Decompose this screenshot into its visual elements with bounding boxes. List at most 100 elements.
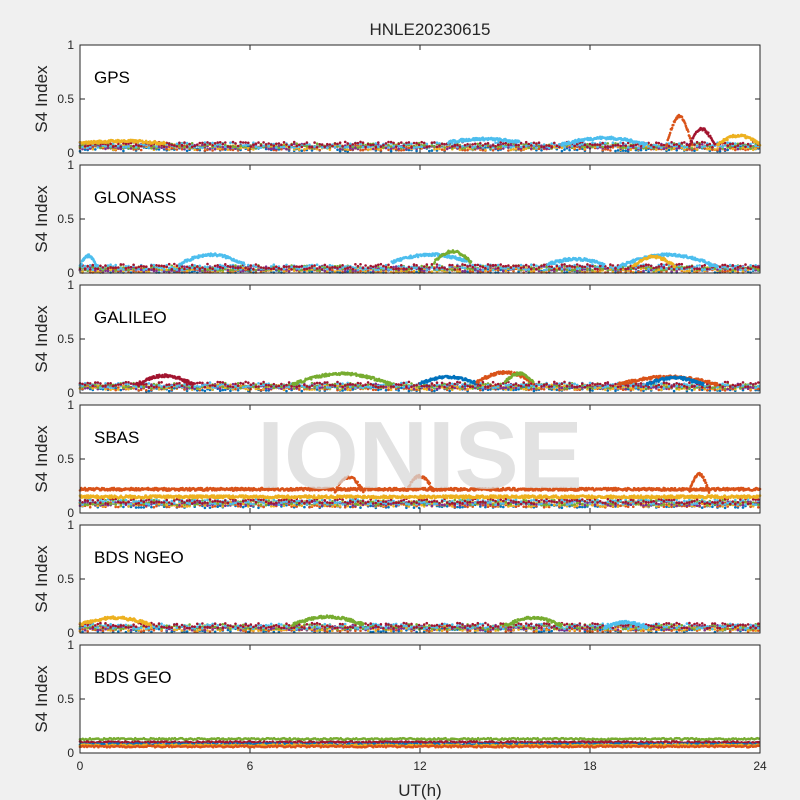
data-point <box>91 263 95 267</box>
data-point <box>206 268 209 272</box>
data-point <box>234 266 237 270</box>
data-point <box>706 267 709 271</box>
data-point <box>369 147 373 151</box>
data-point <box>422 144 426 147</box>
data-point <box>354 146 357 150</box>
data-point <box>336 142 339 146</box>
data-point <box>660 146 663 149</box>
data-point <box>670 126 674 130</box>
panel-name-label: GLONASS <box>94 188 176 207</box>
data-point <box>91 266 95 269</box>
data-point <box>338 141 342 144</box>
data-point <box>420 140 424 144</box>
data-point <box>226 148 230 151</box>
data-point <box>239 140 242 144</box>
data-point <box>111 266 115 270</box>
data-point <box>231 268 235 272</box>
data-point <box>435 141 439 144</box>
data-point <box>407 146 411 150</box>
data-point <box>364 145 367 149</box>
data-point <box>707 131 710 134</box>
data-point <box>471 143 475 146</box>
data-point <box>726 148 729 152</box>
data-point <box>175 264 179 268</box>
data-point <box>356 264 360 268</box>
data-point <box>540 149 543 152</box>
data-point <box>415 266 418 270</box>
data-point <box>754 147 757 150</box>
data-point <box>185 265 189 269</box>
data-point <box>657 141 661 145</box>
data-point <box>104 264 107 267</box>
data-point <box>632 144 635 147</box>
data-point <box>323 269 327 273</box>
data-point <box>749 144 752 148</box>
data-point <box>468 269 472 273</box>
data-point <box>693 267 696 271</box>
data-point <box>519 266 523 270</box>
data-point <box>292 269 296 273</box>
data-point <box>545 268 548 271</box>
data-point <box>224 266 227 269</box>
data-point <box>601 267 604 271</box>
data-point <box>178 141 181 145</box>
data-point <box>540 264 543 268</box>
data-point <box>629 148 633 151</box>
data-point <box>417 143 421 147</box>
data-point <box>606 142 610 145</box>
data-point <box>247 141 250 145</box>
data-point <box>693 147 696 150</box>
data-point <box>713 148 717 151</box>
data-point <box>425 142 429 146</box>
data-point <box>731 147 735 151</box>
data-point <box>491 263 495 267</box>
y-tick-label: 1 <box>67 38 74 52</box>
data-point <box>83 145 87 148</box>
data-point <box>468 145 472 148</box>
data-point <box>298 148 301 151</box>
data-point <box>662 147 666 150</box>
data-point <box>435 263 439 266</box>
data-point <box>117 266 120 269</box>
data-point <box>484 148 487 152</box>
data-point <box>586 142 589 146</box>
data-point <box>655 143 658 147</box>
data-point <box>721 145 724 149</box>
data-point <box>713 143 716 146</box>
data-point <box>280 143 283 147</box>
data-point <box>203 265 207 269</box>
data-point <box>443 267 446 270</box>
data-point <box>389 265 393 269</box>
data-point <box>371 265 375 269</box>
data-point <box>359 145 362 149</box>
data-point <box>114 263 117 267</box>
data-point <box>119 267 123 270</box>
data-point <box>361 145 365 149</box>
data-point <box>517 267 520 270</box>
data-point <box>655 266 658 269</box>
data-point <box>198 264 202 268</box>
data-point <box>527 146 531 150</box>
data-point <box>593 267 597 271</box>
data-point <box>695 140 699 144</box>
data-point <box>173 262 176 266</box>
data-point <box>397 142 401 146</box>
data-point <box>163 141 167 145</box>
data-point <box>218 143 222 146</box>
data-point <box>690 139 693 143</box>
data-point <box>272 144 276 147</box>
data-point <box>295 144 299 148</box>
data-point <box>689 142 692 146</box>
data-point <box>660 262 663 266</box>
data-point <box>535 264 538 268</box>
data-point <box>425 268 429 271</box>
data-point <box>193 144 196 148</box>
data-point <box>346 270 350 273</box>
data-point <box>196 148 199 152</box>
data-point <box>290 268 293 271</box>
data-point <box>152 267 156 271</box>
data-point <box>269 265 273 268</box>
data-point <box>456 143 459 147</box>
data-point <box>231 140 235 144</box>
data-point <box>394 267 398 271</box>
